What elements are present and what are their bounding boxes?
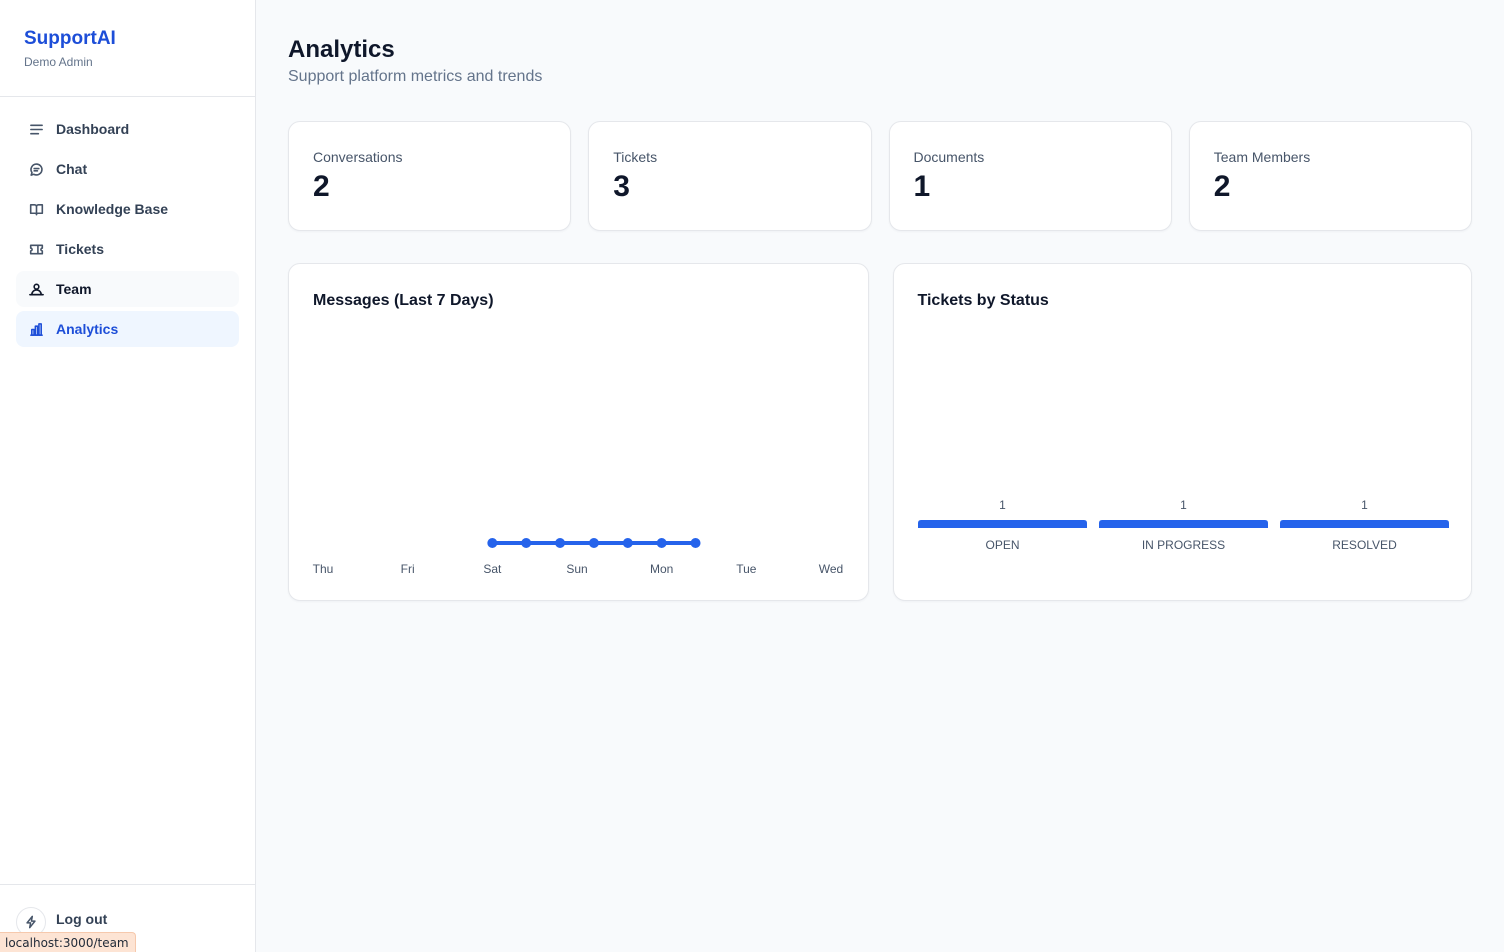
sidebar-nav: Dashboard Chat Knowledge Base Tickets Te… <box>0 97 255 347</box>
logout-button[interactable]: Log out <box>56 911 108 927</box>
stat-value: 2 <box>313 170 330 203</box>
data-point[interactable] <box>656 538 667 548</box>
tickets-status-chart-card: Tickets by Status 1 OPEN 1 IN PROGRESS 1 RESO… <box>892 263 1472 601</box>
stat-value: 2 <box>1213 170 1231 203</box>
data-point[interactable] <box>588 538 599 548</box>
sidebar-item-tickets[interactable]: Tickets <box>16 231 239 267</box>
ticket-icon <box>28 241 44 257</box>
sidebar-item-label: Dashboard <box>56 121 130 137</box>
stat-label: Team Members <box>1213 149 1311 165</box>
x-tick-label: Tue <box>736 562 757 576</box>
main-content: Analytics Support platform metrics and t… <box>256 0 1504 952</box>
status-bar-url: localhost:3000/team <box>0 932 136 952</box>
sidebar-item-dashboard[interactable]: Dashboard <box>16 111 239 147</box>
brand: SupportAI Demo Admin <box>0 0 255 97</box>
stat-card-tickets: Tickets 3 <box>588 121 872 231</box>
data-point[interactable] <box>487 538 498 548</box>
x-tick-label: Thu <box>313 562 334 576</box>
x-tick-label: IN PROGRESS <box>1141 538 1224 552</box>
stat-card-team-members: Team Members 2 <box>1188 121 1472 231</box>
chart-title: Tickets by Status <box>917 292 1049 309</box>
stat-label: Documents <box>913 149 985 165</box>
bar[interactable] <box>1279 520 1449 528</box>
bar-data-label: 1 <box>999 498 1006 512</box>
data-point[interactable] <box>690 538 701 548</box>
stat-label: Conversations <box>313 149 403 165</box>
bar[interactable] <box>917 520 1087 528</box>
x-tick-label: Fri <box>401 562 415 576</box>
stat-label: Tickets <box>613 149 658 165</box>
page-title: Analytics <box>288 36 395 63</box>
tickets-bar-chart: 1 OPEN 1 IN PROGRESS 1 RESOLVED <box>917 498 1449 552</box>
sidebar-item-label: Analytics <box>56 321 119 337</box>
data-point[interactable] <box>555 538 566 548</box>
chat-bubble-icon <box>28 161 44 177</box>
stat-card-documents: Documents 1 <box>888 121 1172 231</box>
sidebar-item-label: Tickets <box>56 241 104 257</box>
x-tick-label: Mon <box>650 562 673 576</box>
bar-data-label: 1 <box>1180 498 1187 512</box>
messages-chart-card: Messages (Last 7 Days) Thu Fri Sat Sun Mon Tu… <box>288 263 869 601</box>
x-tick-label: Wed <box>819 562 843 576</box>
bar[interactable] <box>1098 520 1268 528</box>
sidebar-item-label: Knowledge Base <box>56 201 169 217</box>
bar-data-label: 1 <box>1361 498 1368 512</box>
sidebar-item-label: Team <box>56 281 92 297</box>
brand-subtitle: Demo Admin <box>24 55 93 69</box>
bar-chart-icon <box>28 321 44 337</box>
book-icon <box>28 201 44 217</box>
team-icon <box>28 281 44 297</box>
x-tick-label: Sat <box>483 562 502 576</box>
chart-title: Messages (Last 7 Days) <box>313 292 494 309</box>
page-subtitle: Support platform metrics and trends <box>288 68 543 85</box>
menu-lines-icon <box>28 121 44 137</box>
stat-value: 1 <box>913 170 931 203</box>
data-point[interactable] <box>622 538 633 548</box>
sidebar-item-analytics[interactable]: Analytics <box>16 311 239 347</box>
charts-row: Messages (Last 7 Days) Thu Fri Sat Sun Mon Tu… <box>288 263 1472 601</box>
stats-row: Conversations 2 Tickets 3 Documents 1 Te… <box>288 121 1472 231</box>
sidebar-item-team[interactable]: Team <box>16 271 239 307</box>
messages-line-chart: Thu Fri Sat Sun Mon Tue Wed <box>313 538 843 576</box>
x-tick-label: Sun <box>566 562 587 576</box>
sidebar: SupportAI Demo Admin Dashboard Chat Know… <box>0 0 256 952</box>
brand-name[interactable]: SupportAI <box>24 28 116 49</box>
sidebar-item-label: Chat <box>56 161 88 177</box>
sidebar-item-chat[interactable]: Chat <box>16 151 239 187</box>
stat-card-conversations: Conversations 2 <box>288 121 572 231</box>
sidebar-item-knowledge-base[interactable]: Knowledge Base <box>16 191 239 227</box>
x-tick-label: RESOLVED <box>1332 538 1397 552</box>
x-tick-label: OPEN <box>985 538 1019 552</box>
data-point[interactable] <box>521 538 532 548</box>
stat-value: 3 <box>613 170 630 203</box>
